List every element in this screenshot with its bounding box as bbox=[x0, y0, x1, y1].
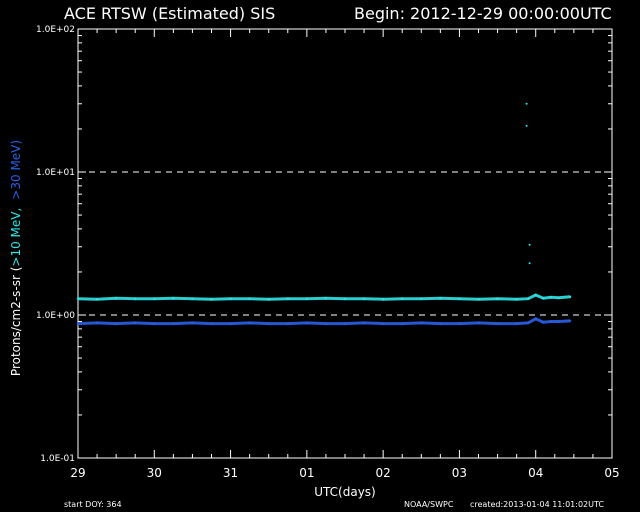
series-10mev-point bbox=[305, 297, 309, 300]
series-10mev-point bbox=[477, 297, 480, 301]
series-10mev-point bbox=[248, 297, 251, 300]
series-10mev-point bbox=[496, 297, 499, 300]
sparse-data-point bbox=[525, 124, 528, 127]
series-10mev-point bbox=[557, 296, 560, 299]
reference-lines bbox=[78, 171, 612, 316]
series-30mev-point bbox=[191, 321, 194, 325]
series-30mev-point bbox=[542, 321, 545, 324]
series-10mev-point bbox=[95, 297, 99, 301]
series-10mev-point bbox=[172, 297, 175, 300]
series-10mev-point bbox=[114, 297, 118, 300]
series-10mev-point bbox=[549, 296, 553, 299]
series-10mev-point bbox=[542, 297, 545, 300]
series-10mev-point bbox=[134, 297, 137, 300]
y-axis-title: Protons/cm2-s-sr (>10 MeV, >30 MeV) bbox=[9, 140, 23, 376]
series-30mev-point bbox=[568, 319, 572, 323]
series-10mev-point bbox=[153, 297, 156, 300]
series-10mev-point bbox=[526, 297, 530, 300]
series-30mev-point bbox=[439, 322, 442, 325]
created-time: created:2013-01-04 11:01:02UTC bbox=[470, 500, 604, 509]
series-30mev-point bbox=[362, 321, 366, 325]
series-10mev-point bbox=[515, 297, 518, 301]
y-tick-label: 1.0E+01 bbox=[36, 168, 75, 178]
source-label: NOAA/SWPC bbox=[404, 500, 454, 509]
y-tick-label: 1.0E-01 bbox=[40, 454, 75, 464]
y-tick-label: 1.0E+00 bbox=[36, 311, 75, 321]
series-10mev-point bbox=[343, 297, 347, 300]
series-30mev-point bbox=[515, 322, 518, 325]
series-30mev-point bbox=[534, 317, 537, 321]
series-10mev-point bbox=[420, 297, 423, 300]
series-30mev-point bbox=[549, 320, 553, 323]
series-30mev-point bbox=[95, 321, 99, 325]
series-10mev-point bbox=[362, 297, 366, 300]
series-30mev-point bbox=[172, 322, 175, 325]
series-30mev-line bbox=[77, 317, 571, 326]
series-30mev-point bbox=[496, 322, 499, 325]
series-10mev-point bbox=[568, 295, 572, 299]
series-30mev-point bbox=[229, 322, 232, 325]
begin-time: Begin: 2012-12-29 00:00:00UTC bbox=[354, 4, 612, 23]
sparse-data-point bbox=[528, 262, 531, 265]
series-30mev-point bbox=[114, 322, 118, 325]
series-10mev-point bbox=[191, 297, 194, 300]
series-10mev-point bbox=[286, 297, 289, 300]
x-axis-title: UTC(days) bbox=[314, 485, 375, 499]
series-10mev-point bbox=[229, 297, 232, 300]
x-tick-label: 30 bbox=[147, 466, 162, 480]
series-10mev-point bbox=[76, 297, 80, 300]
y-axis-title-units: Protons/cm2-s-sr ( bbox=[9, 267, 23, 377]
x-tick-label: 31 bbox=[223, 466, 238, 480]
x-tick-label: 29 bbox=[70, 466, 85, 480]
y-tick-label: 1.0E+02 bbox=[36, 25, 75, 35]
series-10mev-line bbox=[77, 293, 571, 301]
series-30mev-point bbox=[153, 322, 156, 325]
sparse-data-point bbox=[525, 102, 528, 105]
series-30mev-point bbox=[210, 322, 213, 325]
series-10mev-point bbox=[458, 297, 461, 300]
plot-frame bbox=[77, 28, 613, 459]
series-30mev-point bbox=[134, 321, 137, 325]
x-tick-label: 04 bbox=[528, 466, 543, 480]
sparse-data-point bbox=[528, 243, 531, 246]
x-axis: 29 30 31 01 02 03 04 05 bbox=[70, 29, 620, 480]
series-30mev-point bbox=[381, 322, 385, 325]
legend-10mev: >10 MeV, bbox=[9, 208, 23, 267]
x-tick-label: 03 bbox=[452, 466, 467, 480]
series-10mev-point bbox=[534, 293, 537, 297]
series-30mev-point bbox=[420, 321, 423, 325]
series-30mev-point bbox=[458, 322, 461, 325]
y-axis: 1.0E-01 1.0E+00 1.0E+01 1.0E+02 bbox=[36, 25, 612, 464]
start-doy: start DOY: 364 bbox=[64, 500, 122, 509]
series-30mev-point bbox=[343, 322, 347, 325]
x-tick-label: 02 bbox=[376, 466, 391, 480]
chart-title: ACE RTSW (Estimated) SIS bbox=[64, 4, 275, 23]
series-30mev-point bbox=[557, 320, 560, 323]
legend-30mev: >30 MeV) bbox=[9, 140, 23, 200]
series-layer bbox=[76, 102, 572, 326]
series-10mev-point bbox=[381, 297, 385, 301]
series-10mev-point bbox=[267, 297, 270, 301]
series-30mev-point bbox=[305, 321, 309, 325]
x-tick-label: 05 bbox=[604, 466, 619, 480]
series-30mev-point bbox=[324, 322, 328, 325]
series-30mev-point bbox=[267, 322, 270, 325]
series-30mev-point bbox=[526, 321, 530, 325]
x-tick-label: 01 bbox=[299, 466, 314, 480]
series-30mev-point bbox=[477, 321, 480, 325]
series-30mev-point bbox=[286, 322, 289, 325]
series-10mev-point bbox=[439, 297, 442, 300]
series-10mev-point bbox=[401, 297, 404, 300]
series-10mev-point bbox=[210, 297, 213, 301]
series-30mev-point bbox=[401, 322, 404, 325]
series-30mev-point bbox=[248, 321, 251, 325]
series-30mev-point bbox=[76, 322, 80, 325]
series-10mev-point bbox=[324, 297, 328, 300]
